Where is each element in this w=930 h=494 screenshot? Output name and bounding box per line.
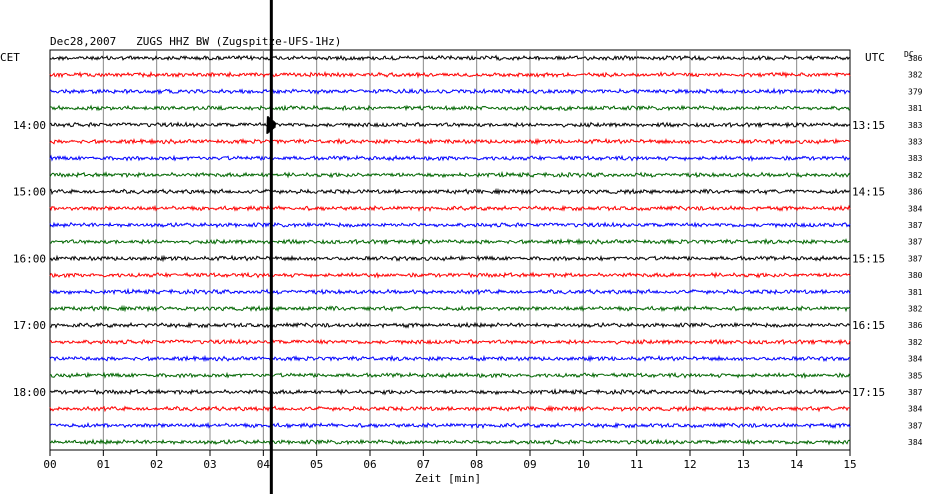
dc-offset-label: 382 bbox=[908, 338, 923, 347]
x-tick-label: 06 bbox=[363, 458, 376, 471]
x-tick-label: 13 bbox=[737, 458, 750, 471]
seismic-trace-row bbox=[49, 387, 851, 396]
left-hour-label: 17:00 bbox=[13, 319, 46, 332]
seismic-trace-row bbox=[49, 104, 851, 112]
left-hour-label: 18:00 bbox=[13, 386, 46, 399]
x-tick-label: 04 bbox=[257, 458, 271, 471]
seismic-trace-row bbox=[49, 421, 851, 430]
seismic-trace-row bbox=[49, 70, 851, 79]
dc-offset-label: 384 bbox=[908, 355, 923, 364]
right-hour-label: 15:15 bbox=[852, 252, 885, 265]
dc-offset-label: 382 bbox=[908, 71, 923, 80]
x-tick-label: 05 bbox=[310, 458, 323, 471]
earthquake-event bbox=[266, 0, 277, 494]
right-hour-label: 17:15 bbox=[852, 386, 885, 399]
seismic-trace-row bbox=[49, 154, 851, 162]
dc-offset-label: 386 bbox=[908, 188, 923, 197]
seismic-trace-row bbox=[49, 404, 851, 413]
left-hour-label: 15:00 bbox=[13, 186, 46, 199]
dc-offset-label: 383 bbox=[908, 121, 923, 130]
left-hour-label: 14:00 bbox=[13, 119, 46, 132]
seismic-trace-row bbox=[49, 237, 851, 246]
plot-frame bbox=[49, 49, 851, 451]
dc-offset-label: 387 bbox=[908, 421, 923, 430]
right-hour-labels: 13:15 14:15 15:15 16:15 17:15 bbox=[852, 119, 885, 399]
seismic-trace-row bbox=[49, 321, 851, 329]
seismic-trace-row bbox=[49, 354, 851, 363]
dc-offset-label: 381 bbox=[908, 104, 923, 113]
left-timezone-label: CET bbox=[0, 51, 20, 64]
event-burst bbox=[266, 116, 277, 134]
dc-offset-label: 386 bbox=[908, 321, 923, 330]
dc-offset-label: 380 bbox=[908, 271, 923, 280]
x-tick-label: 07 bbox=[417, 458, 430, 471]
dc-offset-label: 387 bbox=[908, 221, 923, 230]
dc-offset-label: 382 bbox=[908, 171, 923, 180]
seismic-trace-row bbox=[49, 287, 851, 296]
right-hour-label: 14:15 bbox=[852, 186, 885, 199]
x-tick-label: 15 bbox=[843, 458, 856, 471]
dc-offset-label: 383 bbox=[908, 154, 923, 163]
right-timezone-label: UTC bbox=[865, 51, 885, 64]
dc-offset-label: 382 bbox=[908, 305, 923, 314]
x-tick-label: 11 bbox=[630, 458, 643, 471]
seismic-trace-row bbox=[49, 137, 851, 146]
dc-offset-label: 385 bbox=[908, 371, 923, 380]
seismic-traces bbox=[49, 54, 851, 446]
seismic-trace-row bbox=[49, 338, 851, 346]
dc-offset-label: 383 bbox=[908, 138, 923, 147]
x-tick-label: 00 bbox=[43, 458, 56, 471]
seismic-trace-row bbox=[49, 254, 851, 263]
left-hour-label: 16:00 bbox=[13, 252, 46, 265]
seismic-trace-row bbox=[49, 221, 851, 229]
seismic-trace-row bbox=[49, 204, 851, 213]
seismic-trace-row bbox=[49, 271, 851, 279]
right-hour-label: 13:15 bbox=[852, 119, 885, 132]
dc-offset-label: 381 bbox=[908, 288, 923, 297]
minute-gridlines bbox=[102, 50, 798, 450]
x-tick-label: 14 bbox=[790, 458, 804, 471]
x-tick-label: 10 bbox=[577, 458, 590, 471]
dc-offset-label: 384 bbox=[908, 405, 923, 414]
seismic-trace-row bbox=[49, 187, 851, 196]
seismic-trace-row bbox=[49, 87, 851, 96]
seismic-trace-row bbox=[49, 54, 851, 62]
seismic-trace-row bbox=[49, 304, 851, 313]
dc-offset-labels: 386 382 379 381 383 383 383 382 386 384 387 387 387 3… bbox=[908, 54, 923, 447]
dc-offset-label: 387 bbox=[908, 238, 923, 247]
seismic-trace-row bbox=[49, 170, 851, 179]
seismic-trace-row bbox=[49, 371, 851, 380]
dc-offset-label: 387 bbox=[908, 254, 923, 263]
dc-offset-label: 384 bbox=[908, 204, 923, 213]
x-tick-label: 12 bbox=[683, 458, 696, 471]
x-tick-label: 03 bbox=[203, 458, 216, 471]
right-hour-label: 16:15 bbox=[852, 319, 885, 332]
x-axis-ticks: 00 01 02 03 04 05 06 07 08 09 10 11 12 13 14 15 bbox=[43, 450, 857, 471]
left-hour-labels: 14:00 15:00 16:00 17:00 18:00 bbox=[13, 119, 46, 399]
x-tick-label: 01 bbox=[97, 458, 110, 471]
dc-column-header: DC bbox=[904, 50, 914, 59]
x-tick-label: 09 bbox=[523, 458, 536, 471]
x-tick-label: 08 bbox=[470, 458, 483, 471]
dc-offset-label: 386 bbox=[908, 54, 923, 63]
chart-title: Dec28,2007 ZUGS HHZ BW (Zugspitze-UFS-1H… bbox=[50, 35, 341, 48]
dc-offset-label: 379 bbox=[908, 87, 923, 96]
x-tick-label: 02 bbox=[150, 458, 163, 471]
dc-offset-label: 384 bbox=[908, 438, 923, 447]
seismic-trace-row bbox=[49, 438, 851, 446]
seismic-trace-row bbox=[49, 121, 851, 129]
dc-offset-label: 387 bbox=[908, 388, 923, 397]
x-axis-title: Zeit [min] bbox=[415, 472, 481, 485]
